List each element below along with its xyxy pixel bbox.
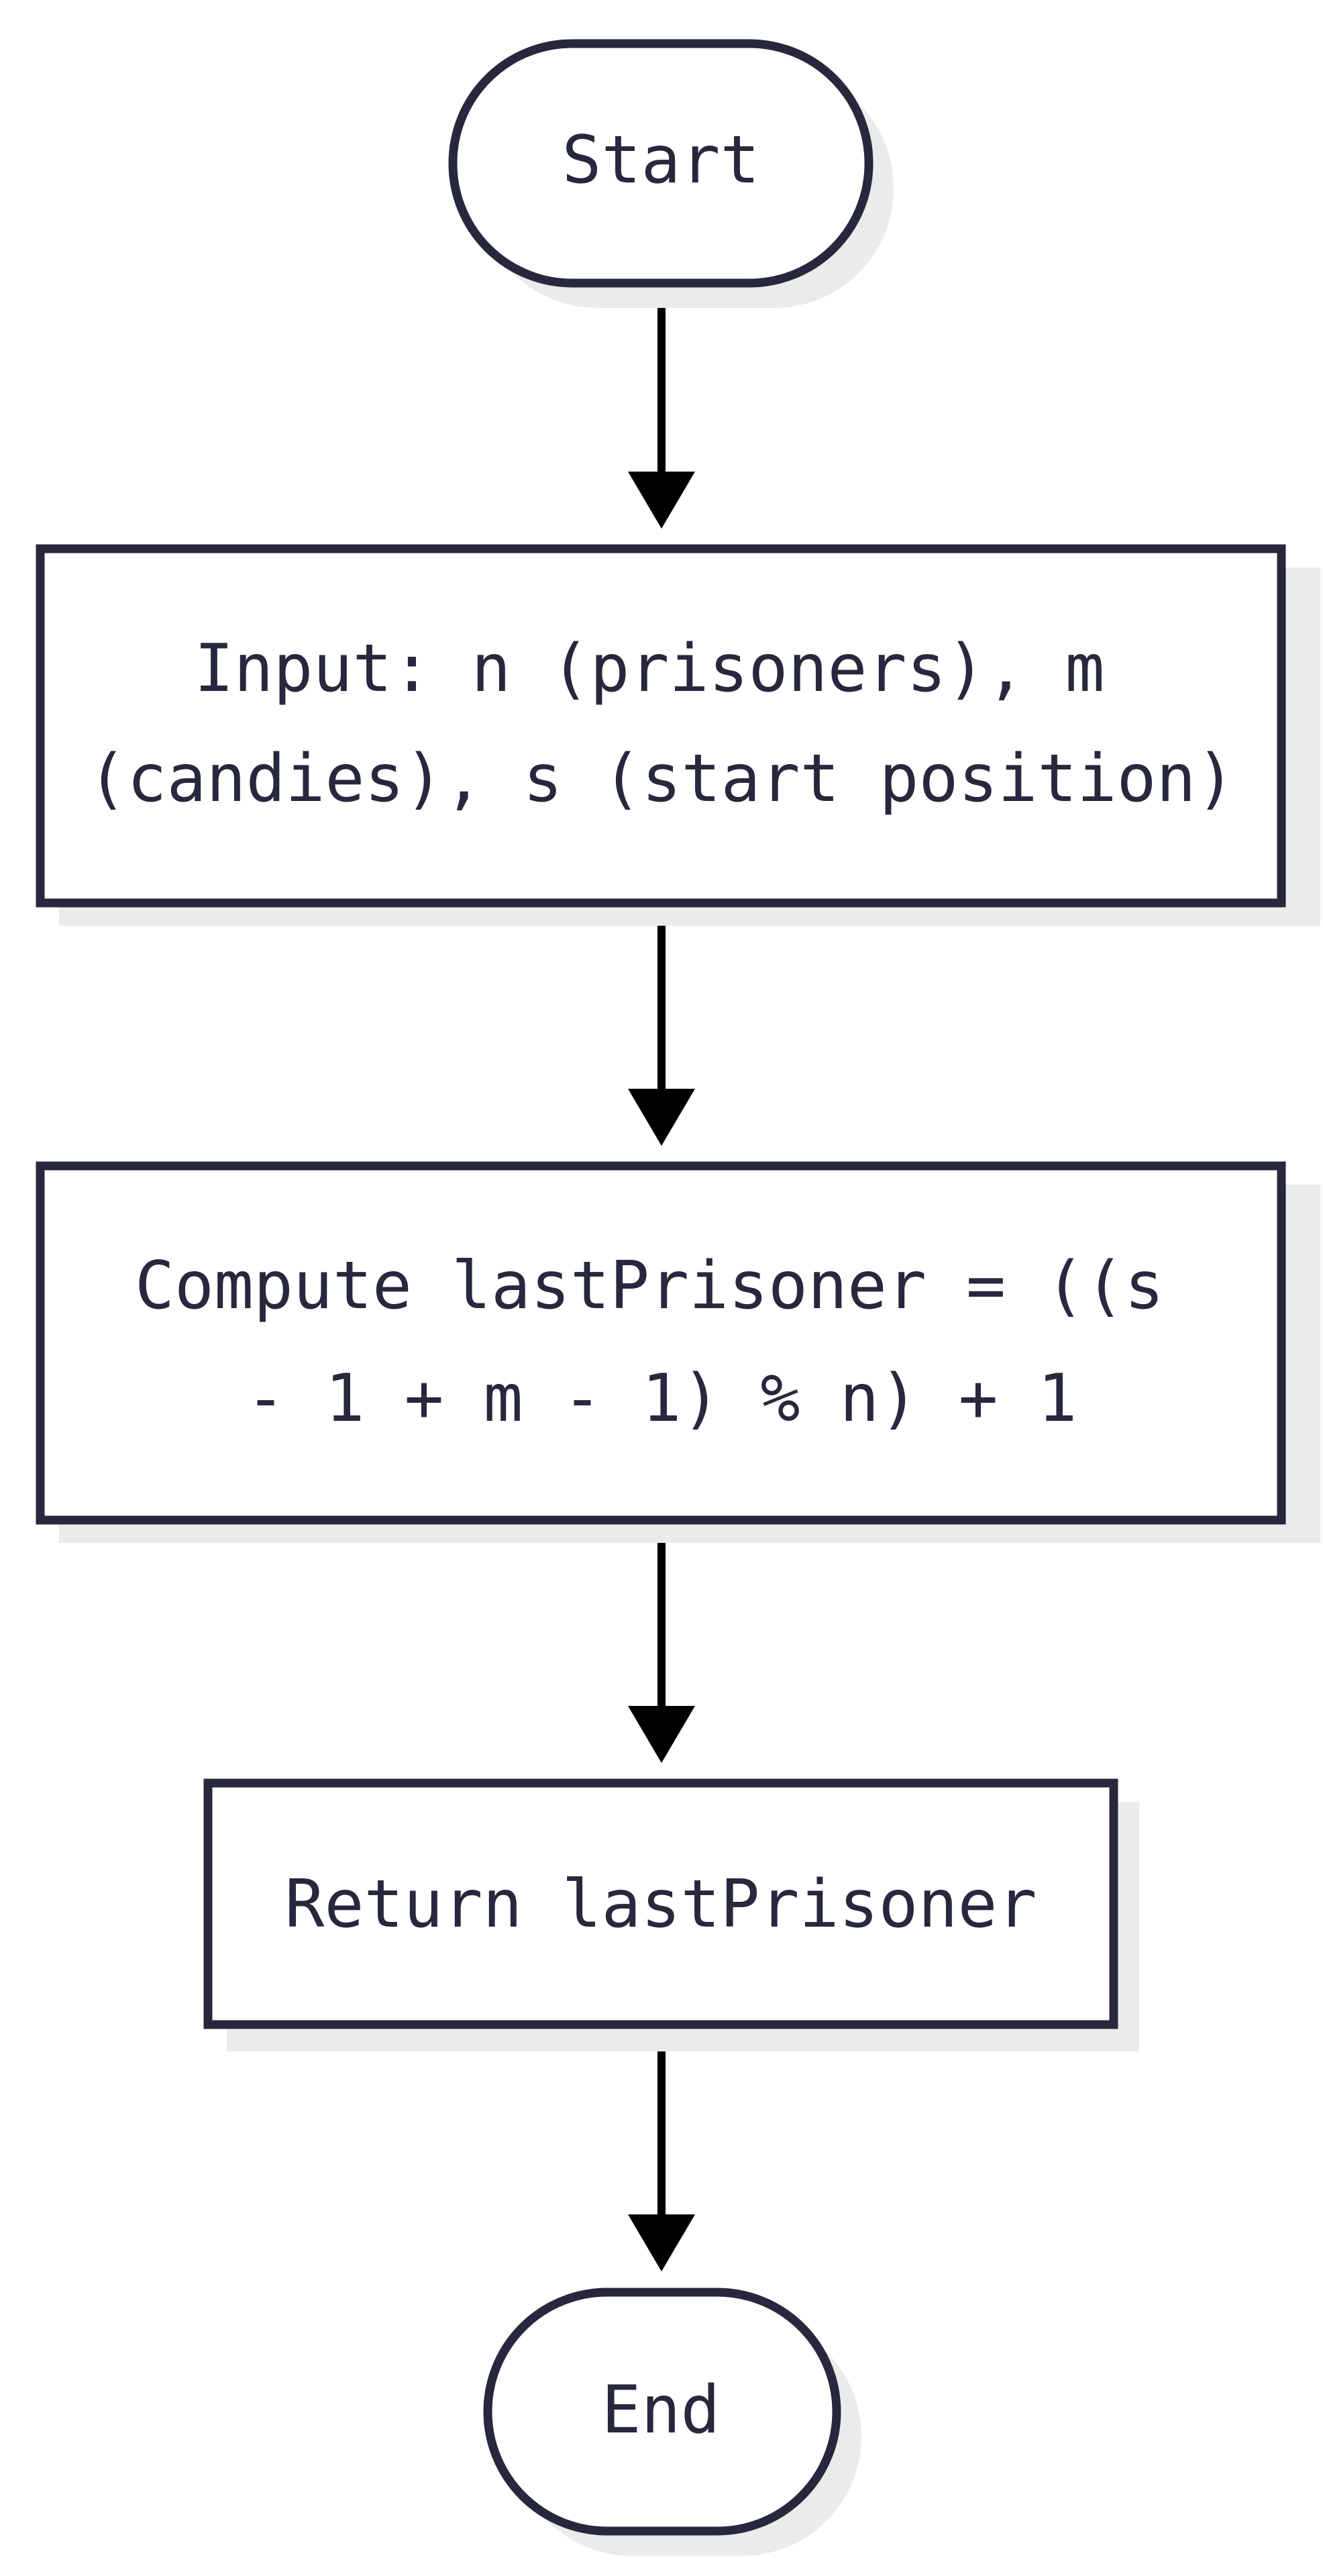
input-label-line-1: Input: n (prisoners), m: [194, 631, 1104, 707]
arrowhead: [628, 1089, 695, 1146]
compute-label-line-2: - 1 + m - 1) % n) + 1: [246, 1360, 1077, 1437]
end-node: End: [483, 2288, 861, 2556]
arrowhead: [628, 472, 695, 529]
end-label: End: [601, 2372, 720, 2449]
arrowhead: [628, 1706, 695, 1763]
start-label: Start: [562, 122, 759, 199]
connector-start-to-input: [628, 287, 695, 529]
input-label-line-2: (candies), s (start position): [87, 741, 1235, 817]
return-label: Return lastPrisoner: [284, 1866, 1037, 1943]
compute-node: Compute lastPrisoner = ((s - 1 + m - 1) …: [36, 1161, 1320, 1543]
compute-label-line-1: Compute lastPrisoner = ((s: [135, 1248, 1164, 1324]
connector-compute-to-return: [628, 1520, 695, 1763]
start-node: Start: [448, 39, 894, 308]
connector-input-to-compute: [628, 903, 695, 1146]
connector-return-to-end: [628, 2030, 695, 2271]
arrowhead: [628, 2214, 695, 2271]
input-node: Input: n (prisoners), m (candies), s (st…: [36, 544, 1320, 926]
return-node: Return lastPrisoner: [203, 1778, 1139, 2051]
